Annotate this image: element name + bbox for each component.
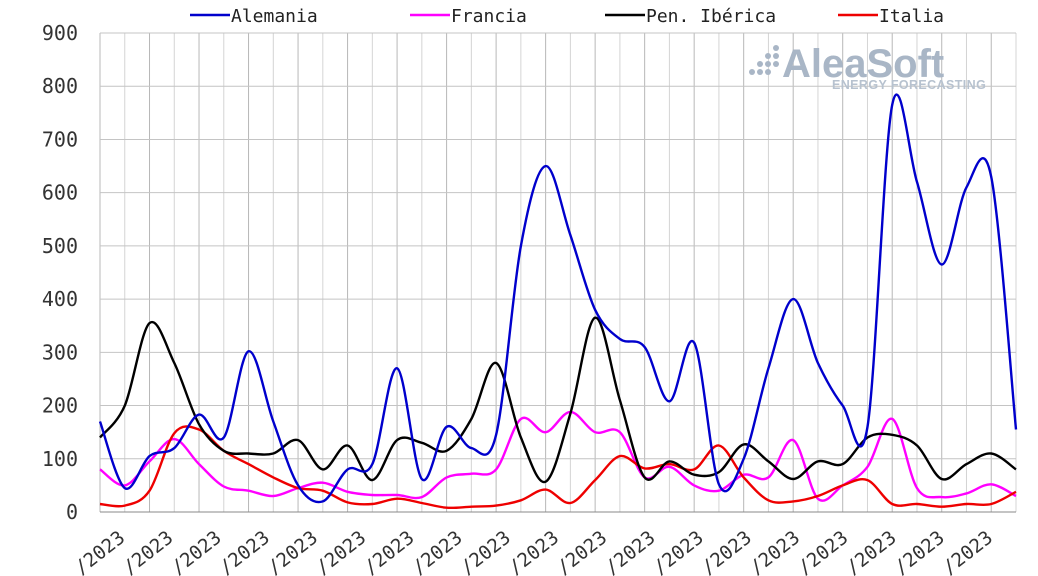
logo-name: AleaSoft (782, 42, 944, 86)
legend-label-pen-ib-rica: Pen. Ibérica (646, 6, 776, 27)
x-tick-label: /2023 (119, 527, 178, 576)
x-tick-label: /2023 (263, 527, 322, 576)
series-line-alemania (98, 93, 1018, 504)
x-tick-label: /2023 (504, 527, 563, 576)
y-tick-label: 800 (42, 74, 78, 98)
y-tick-label: 900 (42, 21, 78, 45)
y-tick-label: 200 (42, 394, 78, 418)
x-tick-label: /2023 (71, 527, 130, 576)
y-tick-label: 600 (42, 181, 78, 205)
x-tick-label: /2023 (890, 527, 949, 576)
axis-layer: 0 100 200 300 400 500 600 700 800 900/2023/2023/2… (42, 21, 1016, 576)
x-tick-label: /2023 (649, 527, 708, 576)
y-tick-label: 100 (42, 447, 78, 471)
y-tick-label: 500 (42, 234, 78, 258)
x-tick-label: /2023 (456, 527, 515, 576)
y-tick-label: 300 (42, 340, 78, 364)
x-tick-label: /2023 (215, 527, 274, 576)
legend-label-italia: Italia (879, 6, 944, 27)
y-tick-label: 0 (66, 500, 78, 524)
x-tick-label: /2023 (842, 527, 901, 576)
legend: Alemania Francia Pen. Ibérica Italia (190, 6, 944, 27)
series-line-italia (99, 425, 1017, 510)
logo: AleaSoft ENERGY FORECASTING (749, 42, 986, 92)
series-line-francia (99, 410, 1017, 502)
legend-label-francia: Francia (451, 6, 527, 27)
series-layer (98, 93, 1018, 510)
x-tick-label: /2023 (167, 527, 226, 576)
x-tick-label: /2023 (697, 527, 756, 576)
y-tick-label: 400 (42, 287, 78, 311)
y-tick-label: 700 (42, 127, 78, 151)
x-tick-label: /2023 (938, 527, 997, 576)
legend-label-alemania: Alemania (231, 6, 318, 27)
x-tick-label: /2023 (312, 527, 371, 576)
x-tick-label: /2023 (553, 527, 612, 576)
logo-tagline: ENERGY FORECASTING (832, 78, 986, 92)
x-tick-label: /2023 (360, 527, 419, 576)
series-line-pen-ib-rica (99, 316, 1017, 483)
x-tick-label: /2023 (408, 527, 467, 576)
x-tick-label: /2023 (746, 527, 805, 576)
x-tick-label: /2023 (794, 527, 853, 576)
x-tick-label: /2023 (601, 527, 660, 576)
logo-dots-icon (749, 45, 779, 75)
